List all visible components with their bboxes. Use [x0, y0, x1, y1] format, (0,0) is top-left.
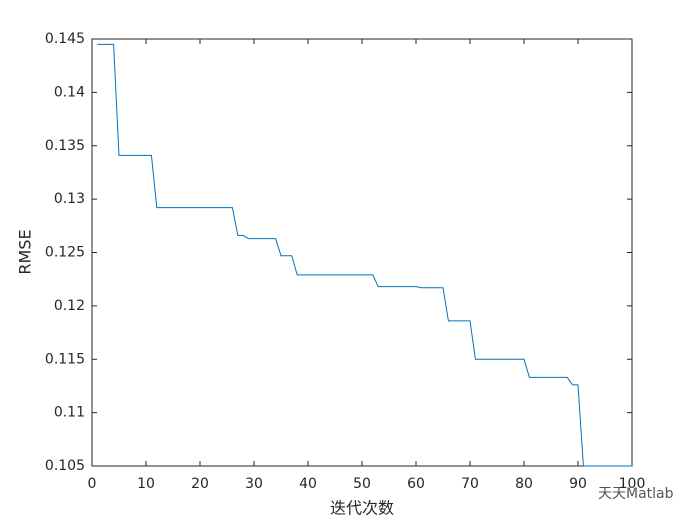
y-tick-label: 0.14 [54, 84, 85, 100]
x-tick-label: 0 [88, 476, 97, 492]
x-tick-label: 90 [569, 476, 587, 492]
x-tick-label: 10 [137, 476, 155, 492]
y-tick-label: 0.135 [45, 138, 85, 154]
x-tick-label: 50 [353, 476, 371, 492]
x-tick-label: 100 [619, 476, 646, 492]
y-tick-label: 0.11 [54, 405, 85, 421]
plot-area [91, 38, 633, 467]
x-tick-label: 40 [299, 476, 317, 492]
x-tick-label: 80 [515, 476, 533, 492]
x-tick-label: 20 [191, 476, 209, 492]
x-tick-label: 30 [245, 476, 263, 492]
y-tick-label: 0.105 [45, 458, 85, 474]
y-tick-label: 0.13 [54, 191, 85, 207]
y-axis-label: RMSE [16, 229, 35, 274]
y-tick-label: 0.145 [45, 31, 85, 47]
y-tick-label: 0.125 [45, 245, 85, 261]
y-tick-label: 0.115 [45, 351, 85, 367]
watermark: 天天Matlab [598, 486, 674, 502]
y-tick-label: 0.12 [54, 298, 85, 314]
data-line [97, 43, 632, 467]
x-tick-label: 60 [407, 476, 425, 492]
x-tick-label: 70 [461, 476, 479, 492]
x-axis-label: 迭代次数 [330, 499, 394, 518]
